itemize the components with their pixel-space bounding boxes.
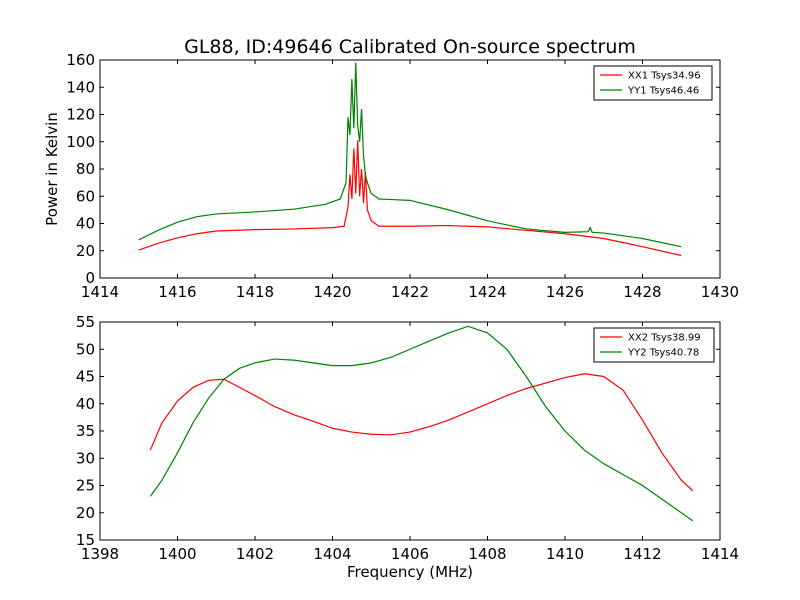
x-tick-label: 1414 (701, 545, 739, 563)
y-tick-label: 60 (76, 187, 95, 205)
x-tick-label: 1404 (313, 545, 351, 563)
y-tick-label: 100 (66, 133, 95, 151)
y-tick-label: 20 (76, 504, 95, 522)
x-tick-label: 1400 (158, 545, 196, 563)
x-tick-label: 1428 (623, 283, 661, 301)
series-line-0-1 (138, 62, 682, 248)
legend: XX1 Tsys34.96 YY1 Tsys46.46 (593, 65, 713, 101)
legend-entry: YY2 Tsys40.78 (627, 348, 699, 359)
series-line-0-0 (138, 140, 682, 257)
y-tick-label: 40 (76, 395, 95, 413)
y-tick-label: 120 (66, 106, 95, 124)
y-tick-label: 25 (76, 477, 95, 495)
y-tick-label: 140 (66, 78, 95, 96)
x-tick-label: 1414 (81, 283, 119, 301)
y-tick-label: 55 (76, 313, 95, 331)
y-tick-label: 80 (76, 160, 95, 178)
y-tick-label: 160 (66, 51, 95, 69)
legend-entry: XX1 Tsys34.96 (628, 71, 701, 82)
x-tick-label: 1418 (236, 283, 274, 301)
x-tick-label: 1416 (158, 283, 196, 301)
x-axis-title: Frequency (MHz) (347, 563, 473, 581)
x-tick-label: 1424 (468, 283, 506, 301)
x-tick-label: 1426 (546, 283, 584, 301)
legend-box (593, 327, 715, 363)
legend: XX2 Tsys38.99 YY2 Tsys40.78 (593, 327, 715, 363)
series-line-1-1 (149, 325, 694, 522)
figure-title: GL88, ID:49646 Calibrated On-source spec… (184, 36, 636, 58)
x-tick-label: 1422 (391, 283, 429, 301)
bottom-plot: 1398 1400 1402 1404 1406 1408 1410 1412 1414 15 20… (76, 313, 739, 581)
x-tick-label: 1430 (701, 283, 739, 301)
legend-entry: XX2 Tsys38.99 (628, 333, 701, 344)
x-tick-label: 1420 (313, 283, 351, 301)
x-tick-label: 1398 (81, 545, 119, 563)
x-tick-label: 1406 (391, 545, 429, 563)
y-axis-title: Power in Kelvin (43, 112, 61, 226)
y-tick-label: 30 (76, 449, 95, 467)
y-tick-label: 20 (76, 242, 95, 260)
legend-entry: YY1 Tsys46.46 (627, 86, 699, 97)
series-line-1-0 (149, 373, 694, 492)
y-tick-label: 40 (76, 215, 95, 233)
x-tick-label: 1412 (623, 545, 661, 563)
y-tick-label: 35 (76, 422, 95, 440)
y-tick-label: 45 (76, 368, 95, 386)
y-tick-label: 50 (76, 340, 95, 358)
y-tick-label: 0 (85, 269, 95, 287)
legend-box (593, 65, 713, 101)
x-tick-label: 1408 (468, 545, 506, 563)
x-tick-label: 1410 (546, 545, 584, 563)
top-plot: 1414 1416 1418 1420 1422 1424 1426 1428 1430 0 20 4… (43, 51, 739, 301)
y-tick-label: 15 (76, 531, 95, 549)
x-tick-label: 1402 (236, 545, 274, 563)
